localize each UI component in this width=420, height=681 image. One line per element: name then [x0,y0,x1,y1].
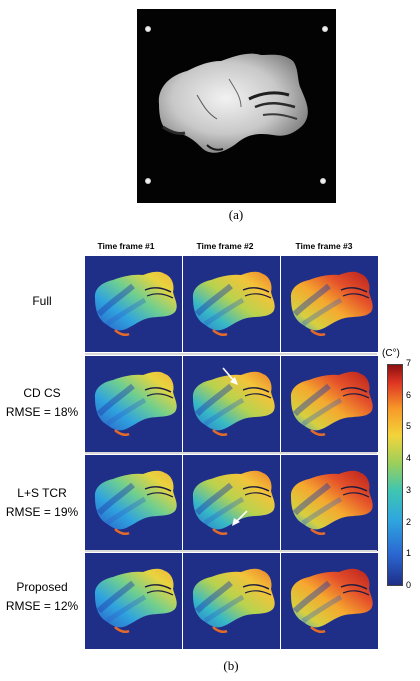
panel-a-caption: (a) [228,207,244,222]
colorbar-unit: (C°) [382,348,400,359]
temperature-map-r4-c2 [183,553,280,649]
method-name: Proposed [16,580,68,594]
temperature-map-plot [290,568,373,634]
colorbar-tick-label: 4 [406,453,412,464]
row-label-full: Full [2,292,82,311]
colorbar-tick-label: 6 [406,389,412,400]
tissue-sample [158,53,308,153]
rmse-value: RMSE = 12% [5,599,79,613]
temperature-map-plot [290,470,373,536]
fiducial-marker [145,26,151,32]
colorbar-tick-label: 7 [406,358,412,368]
row-label-proposed: Proposed RMSE = 12% [2,578,82,616]
rmse-value: RMSE = 19% [5,505,79,519]
fiducial-marker [320,178,326,184]
temperature-map-r2-c3 [281,356,378,452]
method-name: L+S TCR [17,486,67,500]
column-header-frame-3: Time frame #3 [295,241,353,251]
temperature-map-plot [192,367,275,437]
temperature-map-r2-c2 [183,356,280,452]
colorbar-tick-label: 2 [406,516,412,527]
temperature-map-r1-c3 [281,256,378,352]
temperature-map-r2-c1 [85,356,182,452]
temperature-map-plot [290,271,373,337]
temperature-colorbar [387,364,403,586]
temperature-map-r1-c2 [183,256,280,352]
method-name: CD CS [23,386,61,400]
temperature-map-plot [290,371,373,437]
fiducial-marker [322,26,328,32]
temperature-map-r1-c1 [85,256,182,352]
temperature-map-plot [94,371,177,437]
row-label-ls-tcr: L+S TCR RMSE = 19% [2,484,82,522]
temperature-map-r4-c1 [85,553,182,649]
temperature-map-r3-c2 [183,455,280,551]
row-separator [85,550,377,552]
temperature-map-plot [94,470,177,536]
temperature-map-plot [192,271,275,337]
row-separator [85,353,377,355]
fiducial-marker [145,178,151,184]
method-name: Full [32,294,52,308]
temperature-map-plot [94,271,177,337]
row-label-cd-cs: CD CS RMSE = 18% [2,384,82,422]
temperature-map-r4-c3 [281,553,378,649]
rmse-value: RMSE = 18% [5,405,79,419]
mr-magnitude-image [137,9,336,203]
row-separator [85,452,377,454]
column-header-frame-1: Time frame #1 [97,241,155,251]
column-header-frame-2: Time frame #2 [196,241,254,251]
panel-b-caption: (b) [223,658,239,673]
temperature-map-plot [94,568,177,634]
colorbar-tick-label: 0 [406,580,412,590]
temperature-map-plot [192,470,275,536]
colorbar-tick-label: 1 [406,548,412,559]
colorbar-tick-label: 5 [406,421,412,432]
temperature-map-r3-c3 [281,455,378,551]
temperature-map-r3-c1 [85,455,182,551]
colorbar-tick-label: 3 [406,484,412,495]
temperature-map-plot [192,568,275,634]
